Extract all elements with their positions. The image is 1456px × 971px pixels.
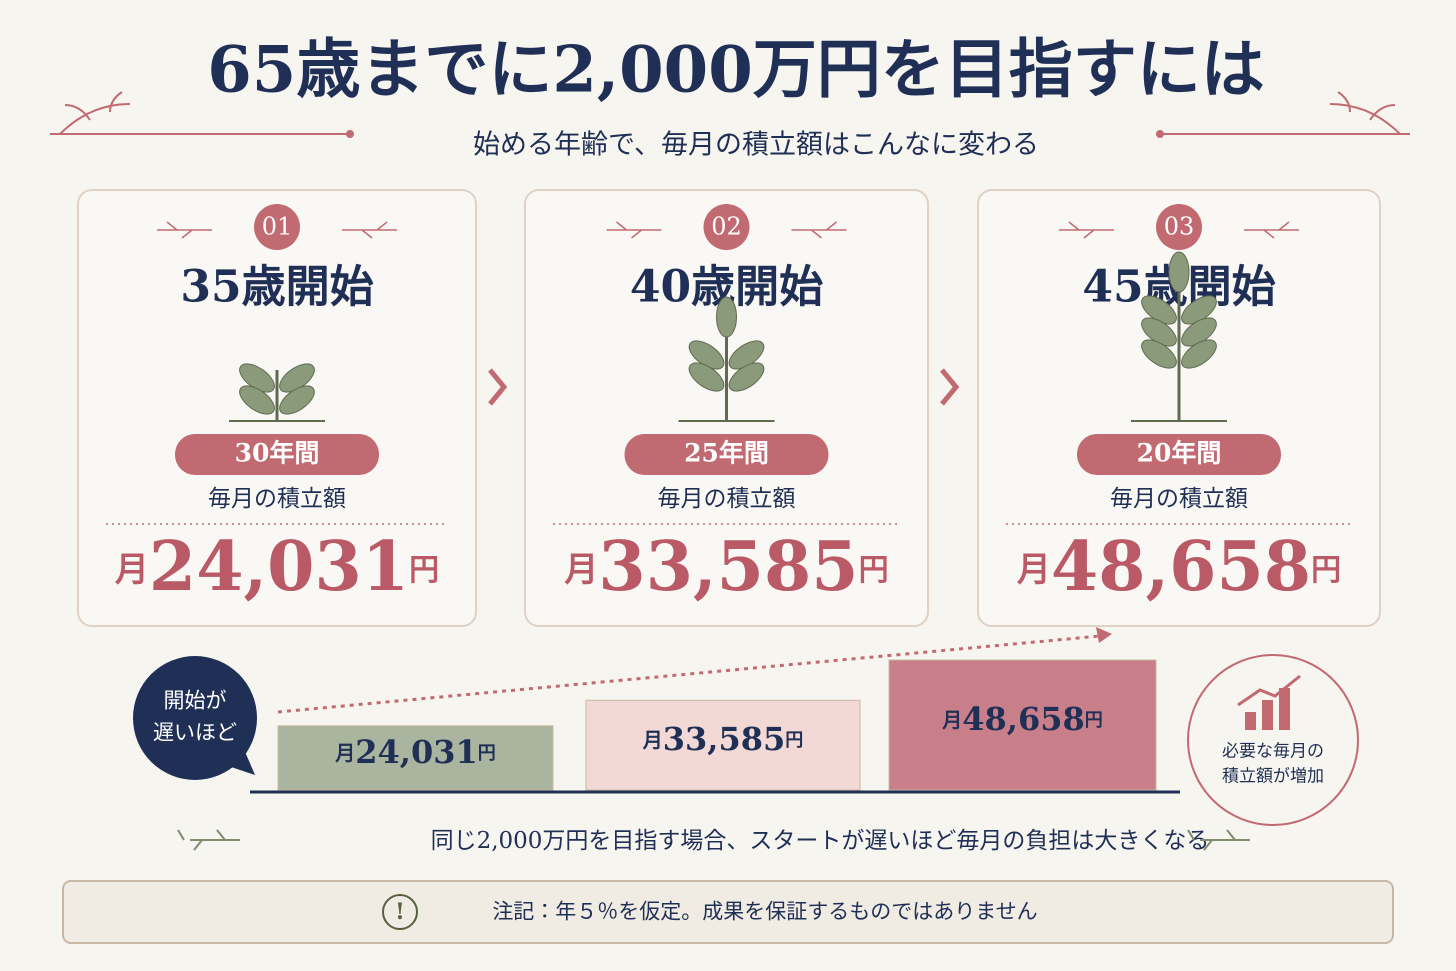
amount-label: 毎月の積立額 bbox=[1110, 486, 1248, 512]
bar-label-part: 33,585 bbox=[663, 720, 785, 758]
amount-part: 円 bbox=[1311, 553, 1341, 588]
sprig bbox=[1187, 829, 1250, 851]
sprig bbox=[1244, 221, 1299, 239]
next-arrow bbox=[940, 368, 960, 406]
note-text: 積立額が増加 bbox=[1222, 767, 1324, 787]
conclusion: 同じ2,000万円を目指す場合、スタートが遅いほど毎月の負担は大きくなる bbox=[431, 828, 1210, 854]
footnote-icon: ! bbox=[395, 899, 405, 925]
sprig bbox=[177, 829, 240, 851]
leaf bbox=[1181, 339, 1217, 369]
amount-part: 月 bbox=[1017, 550, 1051, 590]
amount-part: 24,031 bbox=[149, 527, 409, 607]
sprig bbox=[1059, 221, 1114, 239]
bar-label-part: 月 bbox=[642, 728, 663, 752]
growth-icon bbox=[1237, 674, 1301, 730]
amount-part: 円 bbox=[409, 553, 439, 588]
leaf bbox=[1168, 251, 1190, 293]
bubble-tail bbox=[225, 747, 255, 775]
bubble-text: 遅いほど bbox=[153, 721, 237, 745]
years: 20年間 bbox=[1137, 439, 1222, 468]
card-number-circle bbox=[254, 204, 300, 250]
leaf bbox=[688, 362, 725, 392]
subtitle: 始める年齢で、毎月の積立額はこんなに変わる bbox=[473, 130, 1039, 161]
bar-label-part: 月 bbox=[334, 740, 355, 764]
amount-label: 毎月の積立額 bbox=[658, 486, 796, 512]
amount: 月33,585円 bbox=[564, 527, 888, 607]
card-number: 03 bbox=[1164, 213, 1195, 241]
bar bbox=[585, 699, 861, 791]
bar-label-part: 円 bbox=[785, 730, 803, 751]
bubble-text: 開始が bbox=[164, 689, 227, 713]
sprig bbox=[791, 221, 847, 239]
bar bbox=[277, 725, 554, 791]
sprig bbox=[606, 221, 662, 239]
footnote-icon-circle bbox=[382, 894, 418, 930]
bar-label-part: 円 bbox=[478, 743, 496, 764]
footnote: 注記：年５％を仮定。成果を保証するものではありません bbox=[492, 900, 1037, 924]
bar-label-part: 24,031 bbox=[355, 732, 477, 770]
leaf bbox=[239, 385, 275, 415]
bar bbox=[888, 659, 1157, 791]
bar-label-part: 48,658 bbox=[962, 700, 1084, 738]
title: 65歳までに2,000万円を目指すには bbox=[207, 33, 1264, 108]
amount: 月48,658円 bbox=[1017, 527, 1341, 607]
trend-arrow-head bbox=[1096, 627, 1112, 643]
sprig bbox=[342, 221, 397, 239]
years-pill bbox=[175, 434, 379, 475]
title-ornament bbox=[50, 91, 1410, 138]
leaf bbox=[279, 385, 315, 415]
card-number: 02 bbox=[711, 213, 742, 241]
card-number-circle bbox=[703, 204, 750, 250]
amount: 月24,031円 bbox=[115, 527, 439, 607]
card-age: 35歳開始 bbox=[180, 262, 373, 313]
bar-label: 月48,658円 bbox=[941, 700, 1102, 738]
years: 25年間 bbox=[684, 439, 769, 468]
next-arrow bbox=[488, 368, 508, 406]
card-number: 01 bbox=[262, 213, 293, 241]
sprig bbox=[157, 221, 212, 239]
note-circle bbox=[1187, 654, 1359, 826]
bar-label-part: 円 bbox=[1085, 710, 1103, 731]
amount-part: 月 bbox=[564, 550, 598, 590]
bubble bbox=[133, 656, 257, 780]
amount-part: 月 bbox=[115, 550, 149, 590]
card-number-circle bbox=[1156, 204, 1202, 250]
leaf bbox=[1141, 339, 1177, 369]
leaf bbox=[716, 296, 737, 338]
note-text: 必要な毎月の bbox=[1222, 742, 1324, 762]
years-pill bbox=[1077, 434, 1281, 475]
amount-part: 円 bbox=[859, 553, 889, 588]
years: 30年間 bbox=[235, 439, 320, 468]
bar-label: 月24,031円 bbox=[334, 732, 495, 770]
amount-part: 48,658 bbox=[1051, 527, 1311, 607]
amount-part: 33,585 bbox=[598, 527, 858, 607]
trend-arrow bbox=[277, 634, 1101, 714]
bar-label: 月33,585円 bbox=[642, 720, 803, 758]
leaf bbox=[728, 362, 765, 392]
bar-label-part: 月 bbox=[941, 708, 962, 732]
amount-label: 毎月の積立額 bbox=[208, 486, 346, 512]
years-pill bbox=[624, 434, 829, 475]
